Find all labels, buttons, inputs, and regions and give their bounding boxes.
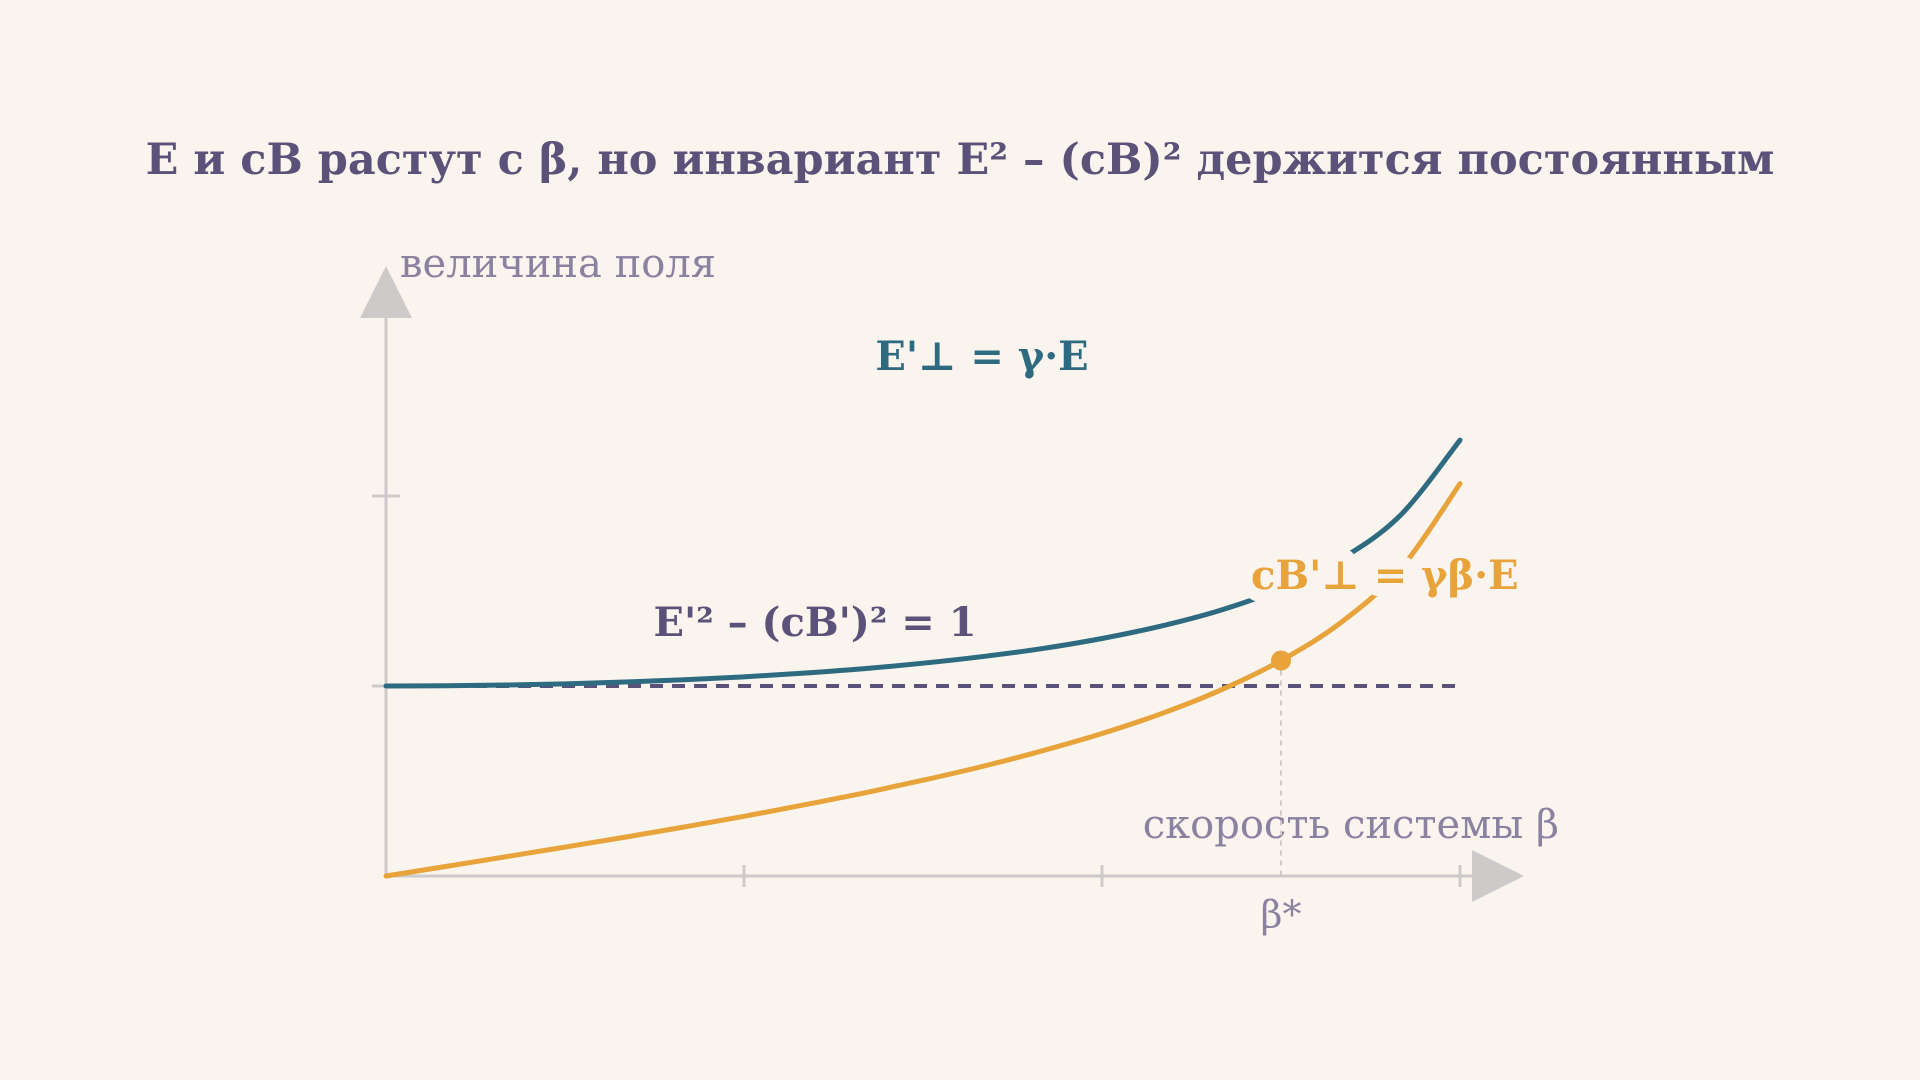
marker-dot — [1271, 650, 1291, 671]
line-series — [383, 481, 1463, 879]
chart-title: E и cB растут с β, но инвариант E² – (cB… — [146, 135, 1775, 185]
legend-label: E'⊥ = γ·E — [875, 333, 1088, 380]
x-axis-label: скорость системы β — [1143, 802, 1559, 848]
marker-label: β* — [1261, 893, 1302, 937]
legend-label: cB'⊥ = γβ·E — [1251, 552, 1519, 599]
y-axis-label: величина поля — [400, 241, 716, 287]
y-axis-arrow — [360, 266, 412, 318]
line-series — [383, 437, 1463, 689]
x-axis-arrow — [1472, 850, 1524, 902]
reference-label: E'² – (cB')² = 1 — [653, 599, 976, 646]
